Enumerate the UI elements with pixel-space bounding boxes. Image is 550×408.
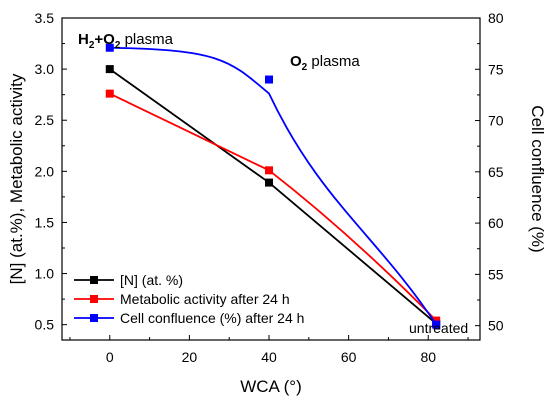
plot-frame	[61, 17, 481, 341]
legend-marker-1	[90, 295, 98, 303]
series-2-marker	[265, 75, 274, 84]
annotation-h: H	[78, 31, 89, 48]
right-y-tick-label: 60	[488, 215, 504, 231]
series-layer	[105, 43, 441, 329]
x-axis-label: WCA (°)	[240, 377, 302, 396]
annotation-o2: O	[290, 53, 302, 70]
series-1-marker	[432, 316, 441, 325]
right-y-tick-label: 50	[488, 318, 504, 334]
left-y-tick-label: 3.0	[35, 61, 55, 77]
right-y-tick-label: 75	[488, 61, 504, 77]
right-y-tick-label: 55	[488, 266, 504, 282]
right-y-tick-label: 80	[488, 10, 504, 26]
annotation-untreated: untreated	[409, 320, 468, 336]
left-y-tick-label: 3.5	[35, 10, 55, 26]
annotation-o2-subscript: 2	[302, 62, 308, 73]
left-y-tick-label: 1.0	[35, 266, 55, 282]
annotation-h-subscript: 2	[89, 40, 95, 51]
series-1-marker	[265, 166, 274, 175]
right-y-tick-label: 70	[488, 113, 504, 129]
x-tick-label: 80	[420, 349, 436, 365]
left-y-tick-label: 0.5	[35, 317, 55, 333]
svg-text:O2 plasma: O2 plasma	[290, 53, 360, 73]
right-y-axis: 50 55 60 65 70 75 80	[475, 10, 504, 334]
annotation-plasma-text: plasma	[120, 31, 173, 48]
legend-label-2: Cell confluence (%) after 24 h	[120, 310, 304, 326]
legend: [N] (at. %) Metabolic activity after 24 h…	[74, 272, 304, 326]
series-line-2	[109, 46, 437, 326]
series-1-marker	[105, 89, 114, 98]
left-y-tick-label: 2.0	[35, 163, 55, 179]
left-y-tick-label: 1.5	[35, 214, 55, 230]
left-y-axis: 0.5 1.0 1.5 2.0 2.5 3.0 3.5	[35, 10, 67, 333]
x-tick-label: 20	[182, 349, 198, 365]
svg-text:H2+O2 plasma: H2+O2 plasma	[78, 31, 174, 51]
annotation-o2-plasma-text: plasma	[307, 53, 360, 70]
left-y-axis-label: [N] (at.%), Metabolic activity	[7, 73, 26, 284]
annotation-plus-o: +O	[94, 31, 115, 48]
series-0-marker	[265, 178, 274, 187]
legend-label-1: Metabolic activity after 24 h	[120, 291, 290, 307]
annotation-o-subscript: 2	[115, 40, 121, 51]
legend-marker-0	[90, 276, 98, 284]
annotation-h2-o2-plasma: H2+O2 plasma	[78, 31, 174, 51]
right-y-axis-label: Cell confluence (%)	[528, 105, 547, 252]
legend-marker-2	[90, 314, 98, 322]
series-2-marker	[105, 43, 114, 52]
legend-label-0: [N] (at. %)	[120, 272, 183, 288]
left-y-tick-label: 2.5	[35, 112, 55, 128]
x-tick-label: 40	[261, 349, 277, 365]
annotation-o2-plasma: O2 plasma	[290, 53, 360, 73]
series-0-marker	[105, 65, 114, 74]
x-tick-label: 60	[341, 349, 357, 365]
x-axis: 0 20 40 60 80	[69, 335, 469, 365]
series-2-marker	[432, 320, 441, 329]
series-line-1	[109, 92, 437, 322]
right-y-tick-label: 65	[488, 164, 504, 180]
x-tick-label: 0	[106, 349, 114, 365]
